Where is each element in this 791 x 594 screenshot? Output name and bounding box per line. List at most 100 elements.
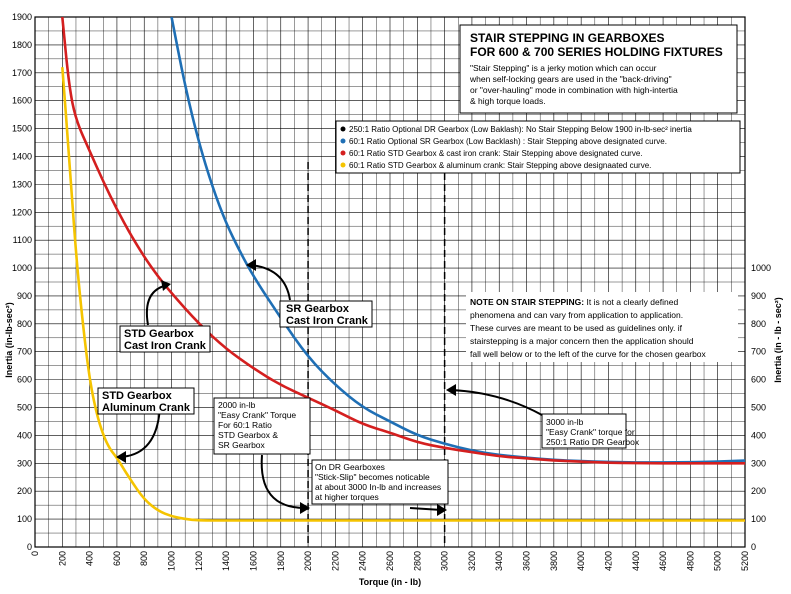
- note-line-5: fall well below or to the left of the cu…: [470, 349, 707, 359]
- title-body-3: or "over-hauling" mode in combination wi…: [470, 85, 678, 95]
- callout-std-al-line-1: STD Gearbox: [102, 390, 173, 402]
- y-tick-label-left: 300: [17, 458, 32, 468]
- callout-easy2000-line-1: 2000 in-lb: [218, 400, 256, 410]
- x-tick-label: 5200: [740, 551, 750, 571]
- y-tick-label-left: 1100: [13, 235, 32, 245]
- series-std-cast-iron-curve: [61, 17, 745, 465]
- x-tick-label: 4200: [603, 551, 613, 571]
- y-tick-label-left: 0: [27, 542, 32, 552]
- callout-std-ci-line-2: Cast Iron Crank: [124, 340, 207, 352]
- title-line-1: STAIR STEPPING IN GEARBOXES: [470, 31, 664, 45]
- y-tick-label-left: 1800: [12, 40, 32, 50]
- x-tick-label: 4600: [658, 551, 668, 571]
- arrowhead-sr: [246, 259, 256, 271]
- y-axis-label-right: Inertia (in - lb - sec²): [773, 297, 783, 383]
- callout-easy2000-line-4: STD Gearbox &: [218, 430, 278, 440]
- x-tick-label: 200: [57, 551, 67, 566]
- y-tick-labels-right: 0 100 200 300 400 500 600 700 800 900 1000: [751, 263, 771, 552]
- x-axis-label: Torque (in - lb): [359, 577, 421, 587]
- x-tick-label: 4400: [631, 551, 641, 571]
- note-line-4: stairstepping is a major concern then th…: [470, 336, 694, 346]
- y-tick-label-left: 900: [17, 291, 32, 301]
- y-tick-label-left: 1300: [12, 179, 32, 189]
- y-tick-label-right: 100: [751, 514, 766, 524]
- callout-std-al-line-2: Aluminum Crank: [102, 402, 191, 414]
- y-tick-label-right: 400: [751, 430, 766, 440]
- x-tick-label: 1000: [167, 551, 177, 571]
- data-series: [61, 17, 745, 522]
- callout-easy3000: 3000 in-lb "Easy Crank" torque for 250:1…: [541, 413, 640, 449]
- callout-easy3000-line-3: 250:1 Ratio DR Gearbox: [546, 437, 640, 447]
- y-tick-label-right: 900: [751, 291, 766, 301]
- y-tick-label-left: 1500: [12, 124, 32, 134]
- title-line-2: FOR 600 & 700 SERIES HOLDING FIXTURES: [470, 45, 723, 59]
- y-tick-label-left: 600: [17, 375, 32, 385]
- x-tick-label: 4800: [685, 551, 695, 571]
- x-tick-label: 2800: [412, 551, 422, 571]
- y-tick-label-right: 500: [751, 403, 766, 413]
- y-tick-label-right: 800: [751, 319, 766, 329]
- y-tick-label-left: 1600: [12, 96, 32, 106]
- legend-text-std-al: 60:1 Ratio STD Gearbox & aluminum crank:…: [349, 161, 651, 170]
- x-tick-label: 2000: [303, 551, 313, 571]
- callout-std-ci-line-1: STD Gearbox: [124, 328, 195, 340]
- arrowhead-std-al: [116, 451, 126, 463]
- note-lead: NOTE ON STAIR STEPPING:: [470, 297, 584, 307]
- y-tick-label-left: 400: [17, 430, 32, 440]
- callout-dr-slip-line-3: at about 3000 In-lb and increases: [315, 482, 441, 492]
- x-tick-label: 1600: [248, 551, 258, 571]
- x-tick-label: 4000: [576, 551, 586, 571]
- callout-easy2000: 2000 in-lb "Easy Crank" Torque For 60:1 …: [213, 397, 311, 455]
- legend-text-dr: 250:1 Ratio Optional DR Gearbox (Low Bak…: [349, 125, 692, 134]
- note-line-1: NOTE ON STAIR STEPPING: It is not a clea…: [470, 297, 678, 307]
- y-tick-label-left: 1700: [12, 68, 32, 78]
- arrowhead-easy3000: [446, 384, 456, 396]
- callout-sr-line-2: Cast Iron Crank: [286, 315, 369, 327]
- callout-easy2000-line-5: SR Gearbox: [218, 440, 266, 450]
- x-tick-label: 2600: [385, 551, 395, 571]
- x-tick-label: 800: [139, 551, 149, 566]
- title-box: STAIR STEPPING IN GEARBOXES FOR 600 & 70…: [459, 24, 738, 114]
- y-tick-label-left: 100: [17, 514, 32, 524]
- y-tick-label-left: 200: [17, 486, 32, 496]
- legend-text-sr: 60:1 Ratio Optional SR Gearbox (Low Back…: [349, 137, 667, 146]
- y-tick-label-right: 600: [751, 375, 766, 385]
- callout-sr-line-1: SR Gearbox: [286, 303, 350, 315]
- title-body-1: "Stair Stepping" is a jerky motion which…: [470, 63, 657, 73]
- y-tick-label-left: 700: [17, 347, 32, 357]
- x-tick-label: 0: [30, 551, 40, 556]
- series-std-aluminum-curve: [61, 67, 745, 522]
- arrowhead-easy2000: [300, 502, 310, 514]
- x-tick-label: 2400: [358, 551, 368, 571]
- callout-std-ci: STD Gearbox Cast Iron Crank: [119, 325, 211, 353]
- y-tick-label-right: 300: [751, 458, 766, 468]
- arrow-dr-slip: [409, 507, 443, 511]
- x-tick-label: 400: [85, 551, 95, 566]
- y-tick-label-left: 1200: [12, 207, 32, 217]
- callout-easy3000-line-1: 3000 in-lb: [546, 417, 584, 427]
- callout-easy3000-line-2: "Easy Crank" torque for: [546, 427, 635, 437]
- note-line-2: phenomena and can vary from application …: [470, 310, 683, 320]
- x-tick-label: 1200: [194, 551, 204, 571]
- callout-dr-slip-line-4: at higher torques: [315, 492, 379, 502]
- y-tick-label-right: 200: [751, 486, 766, 496]
- x-tick-label: 1400: [221, 551, 231, 571]
- callout-easy2000-line-3: For 60:1 Ratio: [218, 420, 272, 430]
- x-tick-label: 600: [112, 551, 122, 566]
- title-body-2: when self-locking gears are used in the …: [469, 74, 672, 84]
- x-tick-label: 3000: [440, 551, 450, 571]
- y-tick-label-left: 800: [17, 319, 32, 329]
- y-tick-label-left: 1000: [12, 263, 32, 273]
- x-tick-label: 3400: [494, 551, 504, 571]
- callout-dr-slip-line-1: On DR Gearboxes: [315, 462, 385, 472]
- legend-text-std-ci: 60:1 Ratio STD Gearbox & cast iron crank…: [349, 149, 643, 158]
- arrow-heads: [116, 259, 456, 516]
- x-tick-labels: 0 200 400 600 800 1000 1200 1400 1600 1800 2000 220…: [30, 551, 750, 571]
- legend-marker-std-ci: [340, 150, 346, 156]
- y-tick-label-right: 700: [751, 347, 766, 357]
- note-line-3: These curves are meant to be used as gui…: [470, 323, 683, 333]
- callout-dr-slip: On DR Gearboxes "Stick-Slip" becomes not…: [311, 459, 449, 505]
- callout-sr: SR Gearbox Cast Iron Crank: [279, 300, 373, 328]
- legend-marker-dr: [340, 126, 346, 132]
